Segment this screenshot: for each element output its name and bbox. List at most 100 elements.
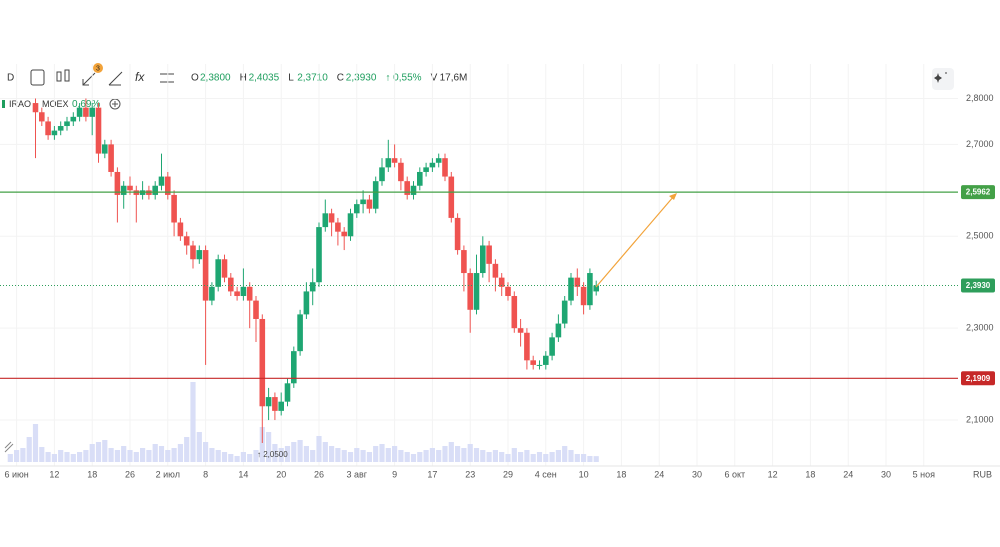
- volume-bar: [158, 446, 165, 462]
- volume-bar: [39, 447, 45, 462]
- candle-body: [328, 213, 335, 223]
- x-tick-label: 6 июн: [4, 469, 28, 479]
- y-tick-label: 2,1000: [966, 414, 994, 424]
- candle-body: [234, 291, 240, 297]
- add-icon: [112, 101, 118, 107]
- candle-body: [76, 107, 83, 117]
- candle-body: [404, 181, 410, 195]
- ai-button[interactable]: [932, 68, 954, 90]
- candle-body: [202, 250, 209, 301]
- candle-body: [555, 323, 562, 338]
- icon-draw[interactable]: [82, 72, 96, 86]
- icon-ruler[interactable]: [108, 71, 123, 86]
- icon-candles[interactable]: [56, 71, 62, 82]
- x-tick-label: 17: [427, 469, 437, 479]
- x-tick-label: 14: [238, 469, 248, 479]
- candle-body: [265, 397, 272, 407]
- volume-bar: [247, 454, 253, 462]
- x-tick-label: 2 июл: [156, 469, 180, 479]
- volume-bar: [184, 437, 190, 462]
- candle-body: [398, 162, 404, 182]
- x-tick-label: 26: [125, 469, 135, 479]
- volume-bar: [379, 444, 385, 462]
- volume-bar: [322, 442, 328, 462]
- volume-bar: [549, 452, 555, 462]
- ohlc-value: 2,3800: [200, 73, 231, 84]
- volume-bar: [310, 450, 316, 462]
- candle-body: [385, 158, 392, 168]
- volume-bar: [177, 444, 183, 462]
- ohlc-value: 2,4035: [249, 73, 280, 84]
- candle-body: [177, 222, 184, 237]
- candle-body: [39, 112, 45, 122]
- price-badge-label: 2,5962: [966, 188, 991, 197]
- volume-bar: [196, 432, 202, 462]
- volume-bar: [587, 456, 593, 462]
- candle-body: [435, 158, 442, 163]
- candle-body: [246, 286, 253, 301]
- timeframe[interactable]: D: [7, 73, 14, 84]
- volume-bar: [392, 446, 398, 462]
- candle-body: [580, 286, 587, 306]
- candle-body: [196, 250, 203, 260]
- candle-body: [158, 176, 165, 186]
- x-tick-label: 20: [276, 469, 286, 479]
- icon-settings[interactable]: [160, 73, 174, 83]
- volume-bar: [524, 450, 530, 462]
- candle-body: [473, 273, 480, 310]
- volume-bar: [152, 444, 158, 462]
- volume-bar: [448, 442, 454, 462]
- icon-layers: [4, 441, 14, 453]
- volume-bar: [215, 450, 221, 462]
- x-tick-label: 12: [768, 469, 778, 479]
- volume-bar: [203, 442, 209, 462]
- candle-body: [492, 263, 499, 278]
- volume-bar: [272, 444, 278, 462]
- icon-indicators[interactable]: [30, 69, 45, 86]
- candle-body: [83, 107, 89, 117]
- badge-count: 3: [96, 65, 100, 72]
- y-tick-label: 2,7000: [966, 139, 994, 149]
- volume-bar: [240, 452, 246, 462]
- candle-body: [165, 176, 171, 195]
- candle-body: [89, 107, 95, 117]
- volume-bar: [127, 450, 133, 462]
- icon-fx[interactable]: fx: [135, 70, 145, 84]
- volume-bar: [568, 450, 574, 462]
- volume-bar: [102, 440, 108, 462]
- volume-bar: [58, 450, 64, 462]
- candle-body: [530, 360, 536, 365]
- candle-body: [45, 121, 51, 136]
- volume-bar: [429, 448, 435, 462]
- candle-body: [95, 107, 102, 154]
- price-badge-label: 2,3930: [966, 281, 991, 290]
- currency: RUB: [973, 469, 992, 479]
- legend: IRAO · MOEX 0,69%: [0, 94, 128, 114]
- candle-body: [57, 126, 64, 131]
- candle-body: [347, 213, 354, 237]
- volume-bar: [492, 450, 498, 462]
- volume-bar: [14, 450, 20, 462]
- volume-bar: [455, 446, 461, 462]
- volume-bar: [354, 448, 360, 462]
- volume-bar: [436, 450, 442, 462]
- ohlc-key: O: [191, 73, 199, 84]
- candle-body: [517, 328, 524, 333]
- candle-body: [284, 383, 291, 402]
- volume-bar: [511, 448, 517, 462]
- x-tick-label: 24: [654, 469, 664, 479]
- ohlc-value: 2,3710: [297, 73, 328, 84]
- volume-bar: [266, 432, 272, 462]
- volume-bar: [221, 452, 228, 462]
- add-button[interactable]: [109, 98, 121, 110]
- x-tick-label: 5 ноя: [913, 469, 935, 479]
- volume-bar: [20, 448, 26, 462]
- volume-bar: [234, 456, 240, 462]
- volume-bar: [473, 448, 480, 462]
- x-tick-label: 9: [392, 469, 397, 479]
- x-tick-label: 18: [805, 469, 815, 479]
- x-tick-label: 8: [203, 469, 208, 479]
- volume-bar: [486, 452, 492, 462]
- volume-bar: [190, 382, 196, 462]
